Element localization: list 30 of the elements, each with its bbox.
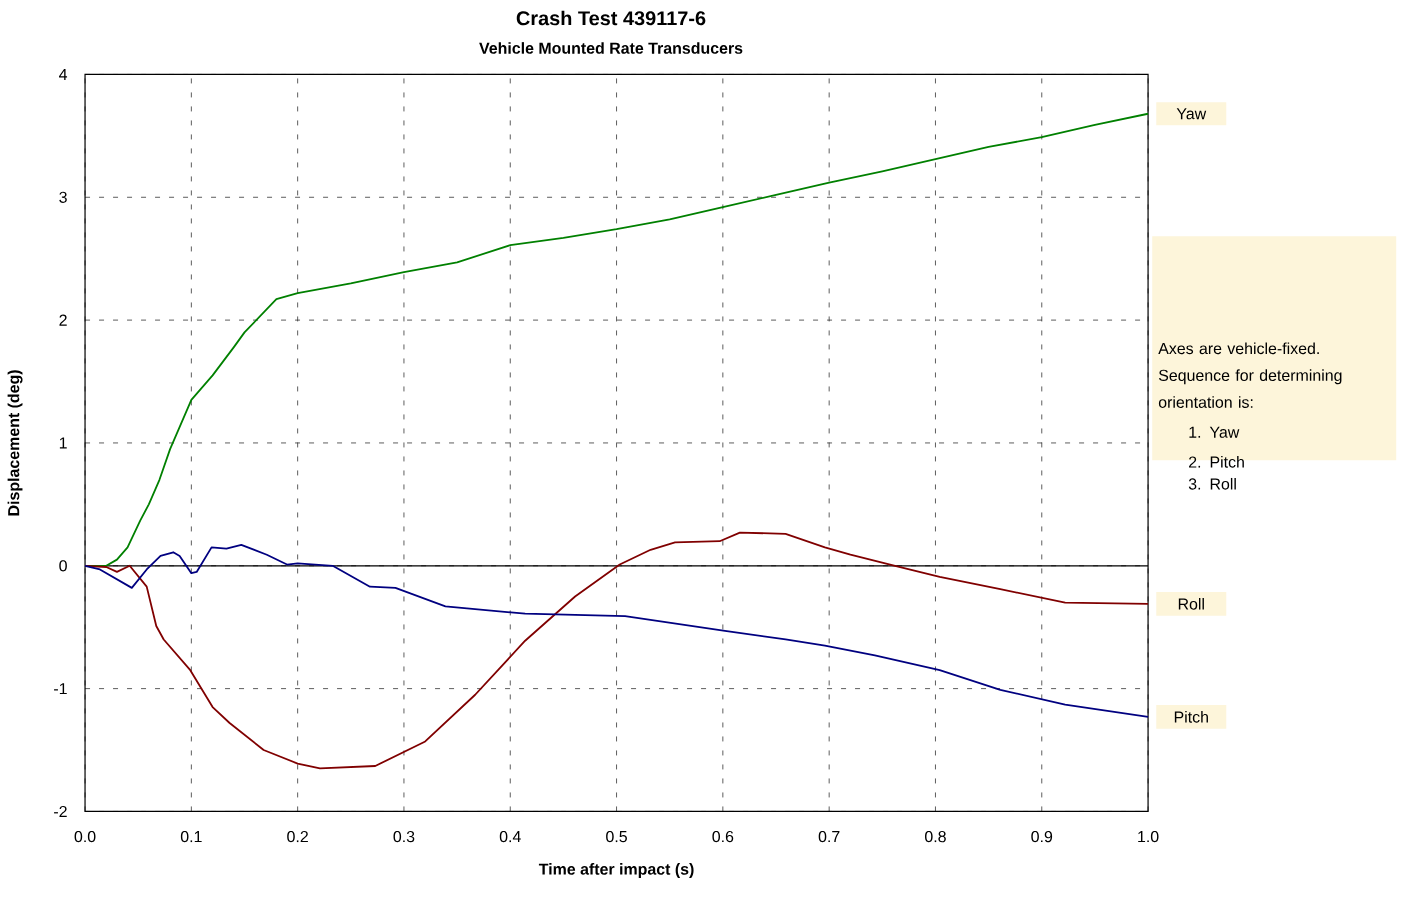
line-series (84, 544, 1149, 718)
x-tick-label: 0.6 (712, 830, 734, 843)
y-axis-title: Displacement (deg) (7, 370, 23, 516)
x-tick-label: 0.2 (287, 830, 308, 843)
series-label: Roll (1178, 598, 1204, 610)
text: 3. Roll (1188, 477, 1236, 490)
chart-title: Crash Test 439117-6 (516, 10, 706, 26)
text: 2. Pitch (1189, 456, 1244, 468)
x-axis-title: Time after impact (s) (538, 863, 694, 878)
chart-subtitle: Vehicle Mounted Rate Transducers (479, 42, 743, 54)
text: Axes are vehicle-fixed. Sequence for determining orientation is: (1158, 342, 1342, 408)
x-tick-label: 0.7 (818, 830, 840, 843)
x-tick-label: 0.5 (606, 830, 627, 843)
y-tick-label: 4 (59, 68, 68, 80)
x-tick-label: 0.3 (393, 830, 415, 843)
x-tick-label: 0.0 (74, 830, 96, 843)
series-label: Yaw (1176, 108, 1207, 120)
y-tick-label: 2 (59, 314, 67, 326)
series-label: Pitch (1174, 711, 1208, 723)
y-tick-label: 0 (59, 560, 67, 572)
x-tick-label: 0.1 (180, 830, 202, 843)
x-tick-label: 0.8 (925, 830, 946, 843)
text: 1. Yaw (1189, 426, 1240, 438)
x-tick-label: 1.0 (1138, 830, 1159, 843)
y-tick-label: -1 (54, 683, 67, 695)
y-tick-label: 1 (59, 437, 67, 449)
x-tick-label: 0.9 (1031, 830, 1053, 843)
x-tick-label: 0.4 (499, 830, 521, 843)
y-tick-label: -2 (54, 805, 67, 818)
y-tick-label: 3 (59, 191, 67, 203)
